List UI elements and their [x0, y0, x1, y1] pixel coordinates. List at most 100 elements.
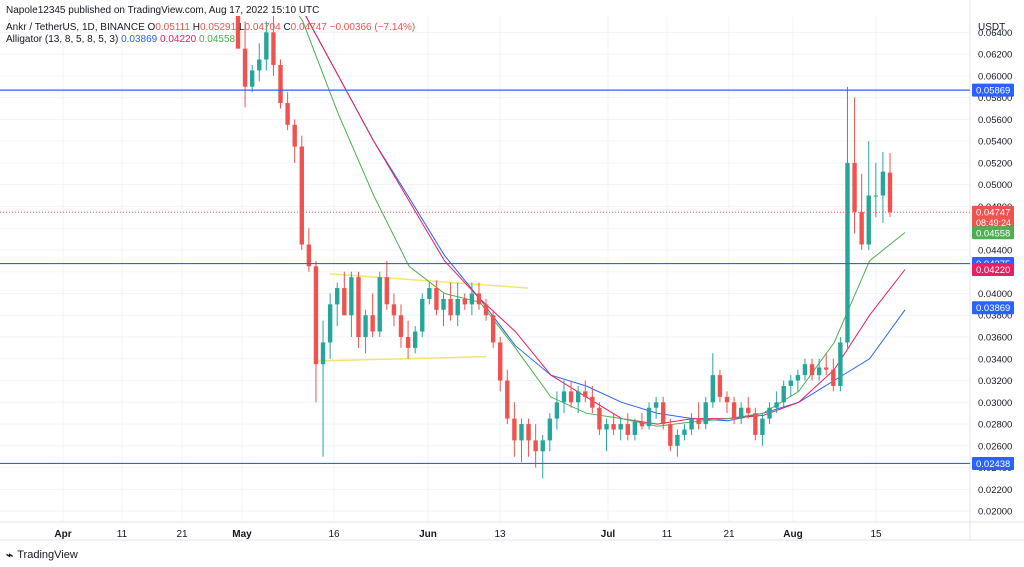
candle-body	[370, 315, 375, 332]
publish-info: Napole12345 published on TradingView.com…	[6, 5, 320, 16]
candle-body	[710, 375, 716, 403]
candle-body	[278, 64, 283, 104]
candle-body	[434, 288, 439, 310]
y-tick-label: 0.06200	[978, 50, 1012, 61]
candle-body	[249, 70, 255, 87]
candle-body	[767, 407, 772, 419]
candle-body	[327, 304, 333, 343]
candle-body	[682, 429, 687, 435]
candle-body	[887, 172, 893, 213]
alligator-tag-text: 0.04558	[976, 228, 1010, 239]
candle-body	[292, 124, 297, 147]
candle-body	[824, 367, 829, 370]
candle-body	[398, 315, 404, 338]
close-value: 0.04747	[290, 22, 327, 33]
candle-body	[455, 298, 460, 316]
x-tick-label: Apr	[54, 529, 71, 540]
x-tick-label: 16	[328, 529, 340, 540]
candle-body	[412, 331, 418, 348]
candle-body	[540, 440, 545, 452]
y-tick-label: 0.03800	[978, 311, 1012, 322]
y-tick-label: 0.05000	[978, 180, 1012, 191]
open-value: 0.05111	[155, 22, 190, 33]
candle-body	[618, 424, 623, 430]
low-value: 0.04704	[244, 22, 281, 33]
candle-body	[668, 424, 673, 446]
candle-body	[306, 244, 312, 267]
candle-body	[420, 298, 425, 332]
candle-body	[753, 413, 758, 435]
symbol-legend: Ankr / TetherUS, 1D, BINANCE O0.05111 H0…	[6, 22, 415, 33]
candle-body	[760, 418, 765, 435]
candle-body	[384, 277, 390, 305]
open-label: O	[147, 22, 156, 33]
y-tick-label: 0.05200	[978, 158, 1012, 169]
level-tag-bg	[972, 456, 1014, 470]
countdown-text: 08:49:24	[976, 218, 1011, 228]
candle-body	[427, 288, 432, 299]
y-tick-label: 0.03400	[978, 354, 1012, 365]
x-tick-label: 13	[494, 529, 506, 540]
y-tick-label: 0.06000	[978, 71, 1012, 82]
alligator-teeth-line	[305, 16, 906, 425]
x-axis: Apr 11 21 May 16 Jun 13 Jul 11 21 Aug 15	[54, 529, 882, 540]
candle-body	[859, 211, 864, 245]
candle-body	[788, 380, 793, 386]
candle-body	[264, 32, 269, 60]
candle-body	[405, 337, 411, 348]
tradingview-logo-icon: ⌁	[6, 548, 14, 562]
y-tick-label: 0.03200	[978, 376, 1012, 387]
candle-body	[271, 32, 276, 65]
x-tick-label: 21	[723, 529, 735, 540]
candle-body	[512, 418, 517, 441]
x-tick-label: Jun	[419, 529, 437, 540]
candle-body	[377, 277, 382, 332]
lips-value: 0.04558	[198, 34, 236, 45]
candle-body	[597, 407, 602, 430]
candle-body	[257, 59, 262, 71]
candle-body	[653, 402, 659, 408]
teeth-value: 0.04220	[160, 34, 197, 45]
candle-body	[547, 418, 553, 441]
y-tick-label: 0.02000	[978, 507, 1012, 518]
indicator-name[interactable]: Alligator (13, 8, 5, 8, 5, 3)	[6, 34, 119, 45]
y-tick-label: 0.02200	[978, 485, 1012, 496]
candle-body	[583, 391, 588, 397]
candle-body	[242, 48, 248, 87]
candle-body	[625, 424, 630, 435]
close-label: C	[283, 22, 291, 33]
candle-body	[554, 402, 560, 419]
high-value: 0.05291	[200, 22, 237, 33]
tradingview-logo[interactable]: ⌁ TradingView	[6, 548, 78, 562]
symbol-name[interactable]: Ankr / TetherUS, 1D, BINANCE	[6, 22, 145, 33]
level-tag-text: 0.05869	[976, 86, 1010, 97]
candle-body	[845, 162, 850, 343]
candle-body	[781, 385, 786, 403]
y-tick-label: 0.05600	[978, 115, 1012, 126]
candle-body	[831, 369, 836, 386]
candle-body	[533, 440, 538, 452]
candle-body	[561, 391, 567, 403]
candle-body	[802, 364, 808, 376]
chart-grid	[0, 0, 1024, 541]
candle-body	[320, 342, 326, 365]
candle-body	[441, 298, 446, 310]
y-tick-label: 0.02800	[978, 420, 1012, 431]
candle-body	[838, 342, 843, 386]
y-tick-label: 0.03600	[978, 333, 1012, 344]
low-label: L	[238, 22, 245, 33]
candle-body	[313, 266, 319, 365]
candle-body	[604, 424, 609, 430]
candle-body	[356, 277, 361, 338]
candle-body	[661, 402, 666, 425]
candle-body	[689, 418, 694, 430]
alligator-tag-bg	[972, 226, 1014, 240]
candle-body	[363, 315, 368, 338]
indicator-legend: Alligator (13, 8, 5, 8, 5, 3) 0.03869 0.…	[6, 34, 235, 45]
candle-body	[335, 288, 340, 305]
candle-body	[462, 298, 467, 305]
high-label: H	[192, 22, 200, 33]
level-tag-bg	[972, 83, 1014, 97]
candle-body	[639, 421, 645, 427]
